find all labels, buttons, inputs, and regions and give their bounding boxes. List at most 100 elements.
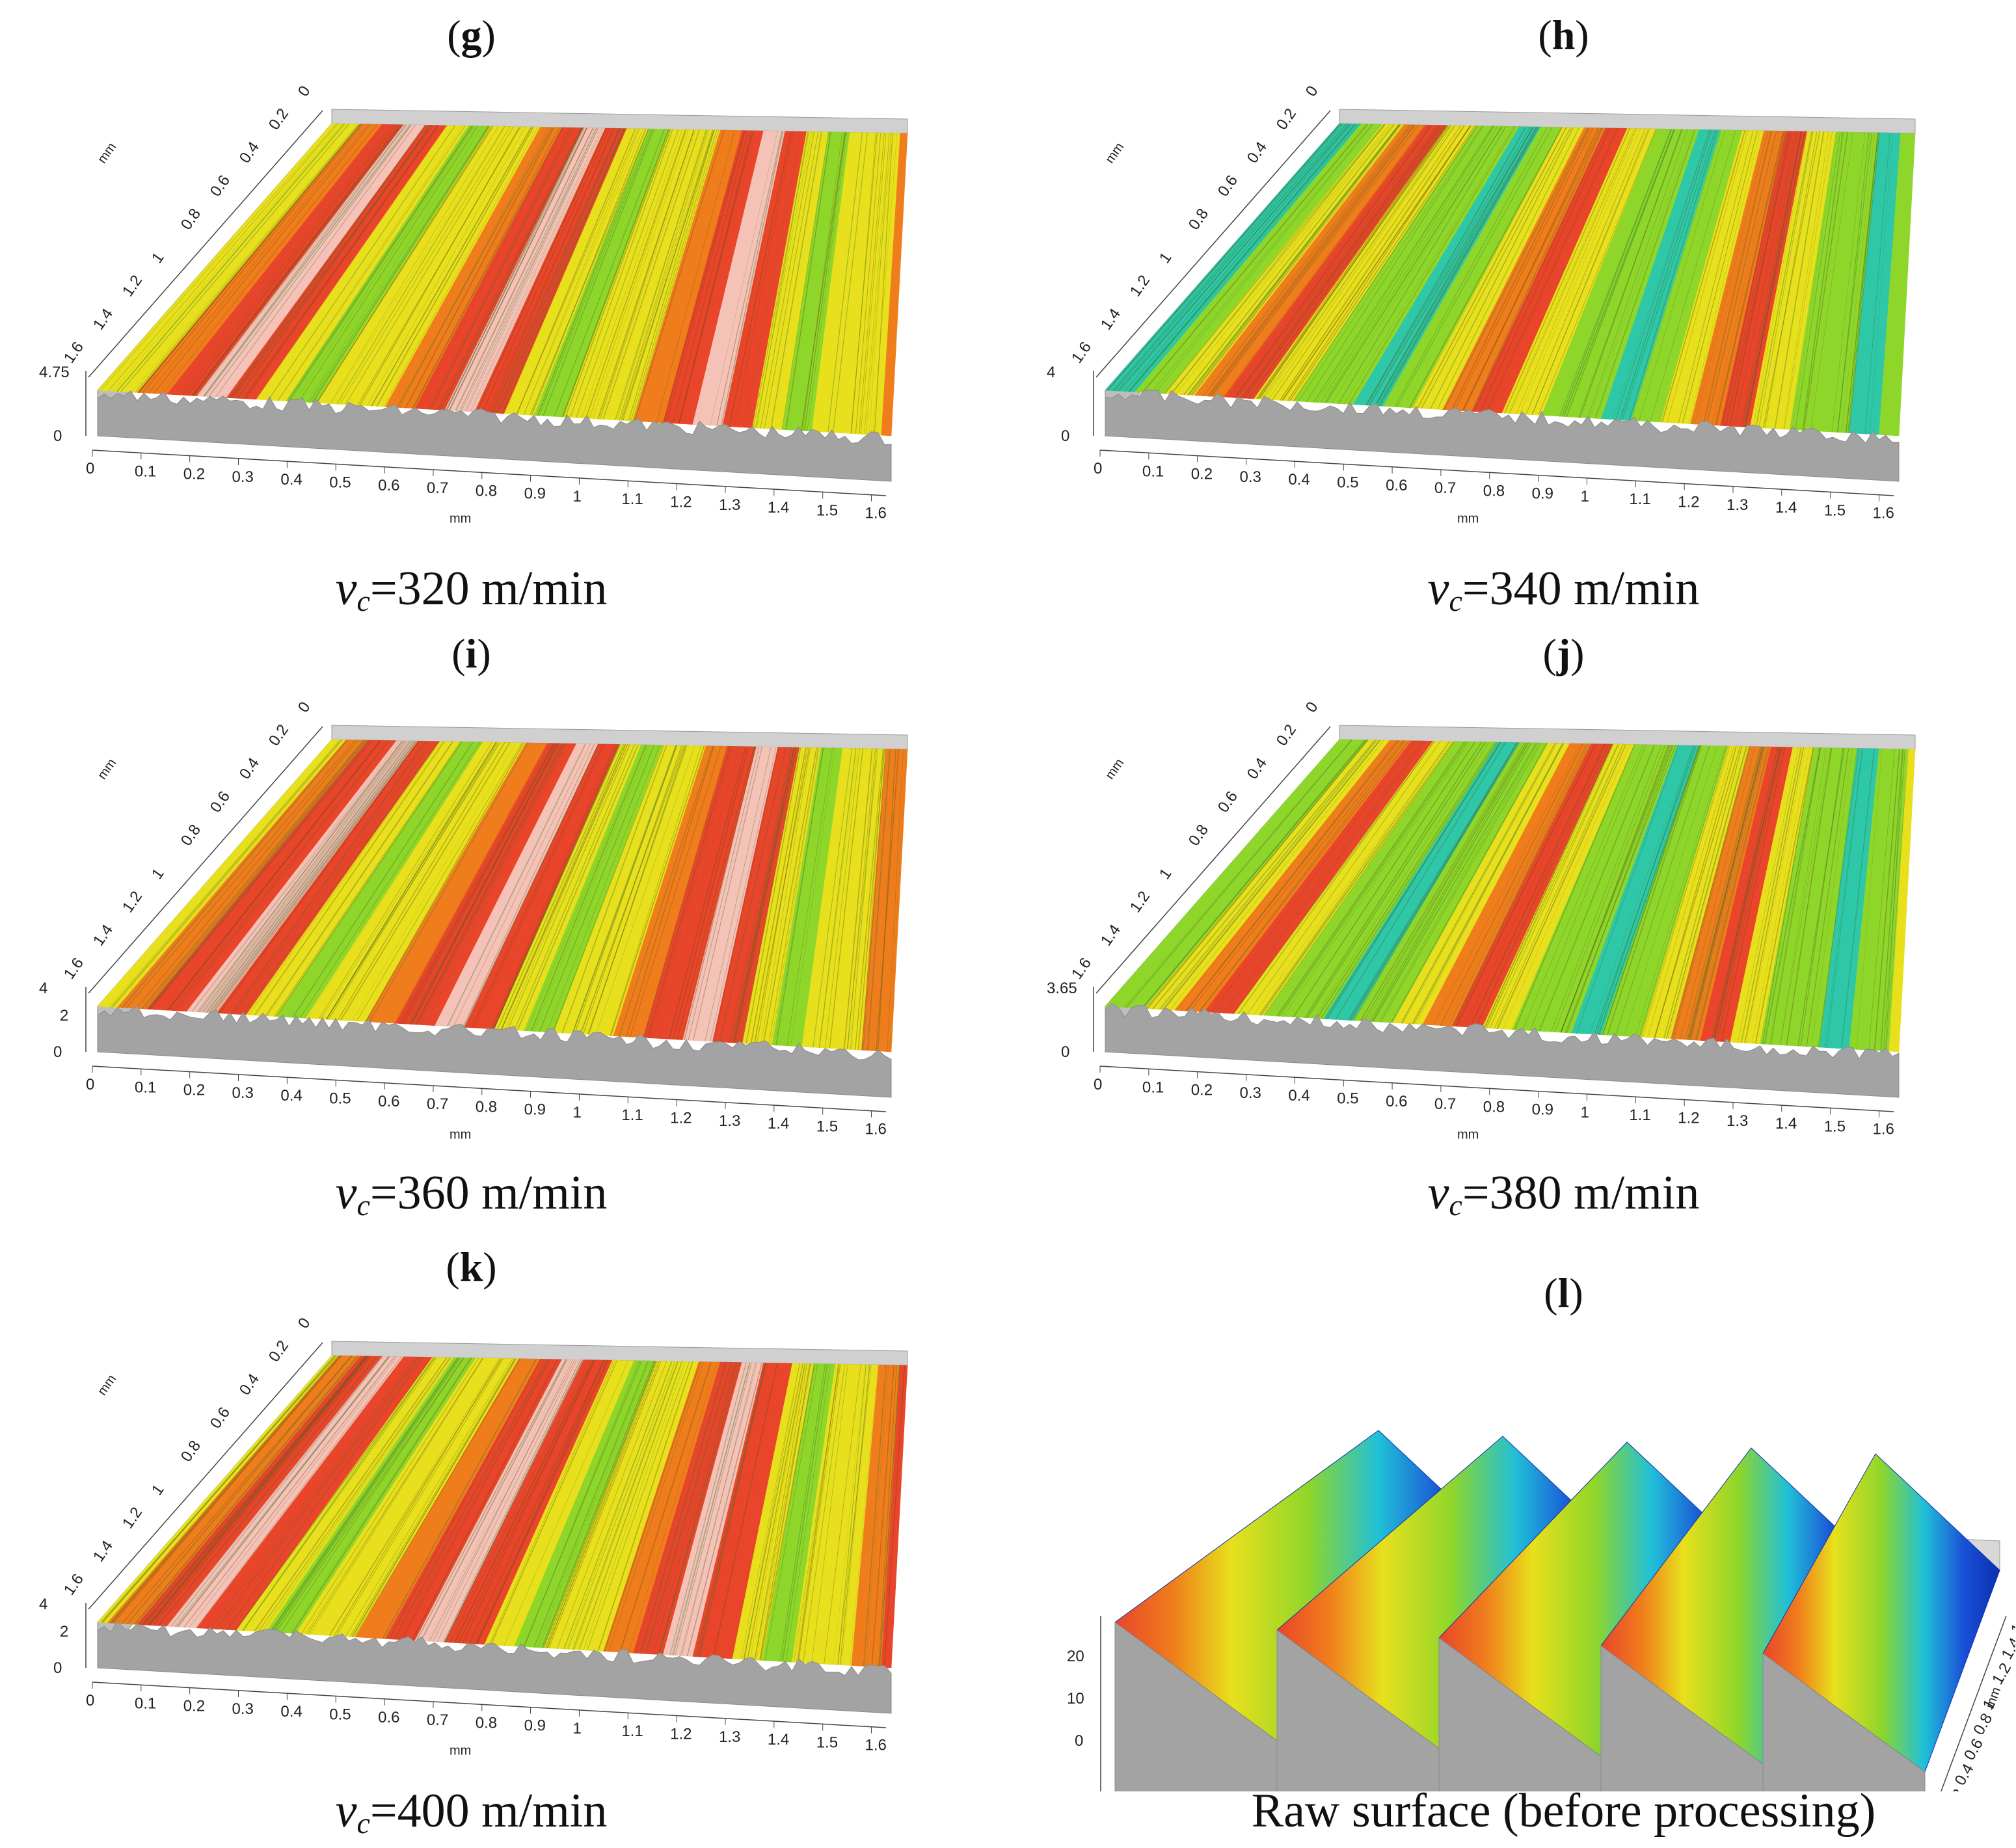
y-tick-label: 0	[1302, 83, 1322, 100]
x-tick-label: 1.1	[621, 1722, 643, 1740]
x-tick-label: 0	[86, 1692, 94, 1709]
x-tick-label: 0.4	[280, 471, 302, 489]
x-tick-label: 0.7	[427, 1711, 448, 1729]
x-tick-label: 0.8	[1483, 482, 1505, 500]
x-tick-label: 0.2	[183, 466, 205, 483]
z-tick-label: 4	[1047, 364, 1055, 381]
x-tick-label: 0.8	[1483, 1098, 1505, 1116]
x-tick-label: 0.5	[1337, 1090, 1358, 1107]
surface-texture	[97, 1355, 908, 1668]
surface-texture	[97, 739, 908, 1052]
x-tick-label: 1.2	[1678, 1110, 1699, 1127]
x-tick-label: 1.6	[1873, 1121, 1894, 1138]
y-tick-label: 0.4	[1952, 1761, 1978, 1788]
x-tick-label: 0.4	[1288, 471, 1310, 489]
panel-label: (i)	[451, 630, 491, 676]
y-tick-label: 0.2	[265, 1337, 292, 1365]
x-axis: 0 0.1 0.2 0.3 0.4 0.5 0.6 0.7 0.8 0.9 1 1.1 1.2 1.3 1.…	[86, 449, 887, 522]
x-tick-label: 1.4	[1775, 499, 1797, 516]
x-tick-label: 1.4	[768, 1115, 789, 1132]
x-tick-label: 1.1	[621, 490, 643, 508]
y-tick-label: 0.6	[207, 788, 234, 816]
x-axis: 0 0.1 0.2 0.3 0.4 0.5 0.6 0.7 0.8 0.9 1 1.1 1.2 1.3 1.…	[1094, 449, 1894, 522]
z-tick-label: 0	[1075, 1732, 1083, 1750]
panel-caption: vc=400 m/min	[335, 1784, 608, 1840]
x-tick-label: 1.2	[670, 1726, 692, 1743]
y-tick-label: 1.2	[1127, 272, 1153, 300]
y-tick-label: 1.4	[1998, 1635, 2015, 1662]
y-tick-label: 1.2	[1989, 1660, 2015, 1687]
x-tick-label: 0.3	[1240, 468, 1261, 486]
y-axis-title: mm	[95, 140, 119, 166]
z-tick-label: 10	[1067, 1690, 1084, 1707]
x-tick-label: 0.7	[427, 479, 448, 497]
y-axis-title: mm	[1103, 140, 1127, 166]
x-tick-label: 0.8	[476, 482, 497, 500]
x-tick-label: 0.1	[1142, 462, 1164, 480]
x-axis-title: mm	[1457, 512, 1479, 526]
x-tick-label: 1.2	[670, 494, 692, 511]
x-axis-title: mm	[450, 512, 471, 526]
surface-texture	[1105, 123, 1916, 436]
panel-label: (g)	[447, 12, 496, 58]
y-tick-label: 1.6	[1068, 955, 1095, 983]
z-tick-label: 0	[1061, 1043, 1069, 1061]
x-tick-label: 0.4	[1288, 1087, 1310, 1105]
panel-h: (h) 0 4 0 0.1 0.2 0.3 0.4 0.5 0.6 0.7 0.8 0.9 1 1.1 1.…	[1008, 0, 2015, 616]
y-tick-label: 1.2	[119, 272, 146, 300]
z-tick-label: 0	[53, 1043, 62, 1061]
x-tick-label: 1.3	[719, 1728, 740, 1746]
front-wall	[97, 390, 892, 482]
x-tick-label: 0.1	[135, 1694, 156, 1712]
x-tick-label: 0.1	[135, 462, 156, 480]
x-tick-label: 0.3	[232, 468, 254, 486]
panel-l: (l) 2010000.10.20.30.40.50.60.70.80.911.…	[1008, 1232, 2015, 1848]
y-tick-label: 0	[295, 699, 314, 716]
y-tick-label: 0	[1302, 699, 1322, 716]
y-tick-label: 0	[295, 83, 314, 100]
surface-plot: 0 4.75 0 0.1 0.2 0.3 0.4 0.5 0.6 0.7 0.8 0.9 1 1.1 1.2…	[39, 83, 908, 526]
y-axis-title: mm	[1983, 1685, 2004, 1711]
y-tick-label: 1.6	[2008, 1610, 2015, 1637]
x-tick-label: 0.8	[476, 1098, 497, 1116]
y-tick-label: 0	[295, 1315, 314, 1332]
x-tick-label: 1	[572, 488, 581, 505]
x-tick-label: 1.4	[768, 1731, 789, 1748]
x-tick-label: 0.9	[524, 1101, 546, 1119]
x-axis-title: mm	[450, 1128, 471, 1142]
x-tick-label: 1.3	[1727, 496, 1748, 514]
x-tick-label: 1.5	[816, 502, 838, 519]
x-tick-label: 1.4	[768, 499, 789, 516]
x-tick-label: 0.9	[1532, 1101, 1553, 1119]
y-tick-label: 0.4	[1244, 755, 1270, 783]
x-tick-label: 0.2	[1191, 466, 1213, 483]
x-tick-label: 1.3	[1727, 1112, 1748, 1130]
y-tick-label: 0.6	[1215, 788, 1241, 816]
z-tick-label: 0	[1061, 427, 1069, 445]
x-tick-label: 0.6	[378, 1093, 399, 1110]
x-tick-label: 1.5	[816, 1118, 838, 1135]
x-tick-label: 0.6	[1386, 1093, 1407, 1110]
z-tick-label: 4.75	[39, 364, 70, 381]
x-tick-label: 0.3	[1240, 1084, 1261, 1102]
z-tick-label: 2	[60, 1623, 68, 1640]
x-tick-label: 0.9	[524, 1717, 546, 1735]
x-axis: 0 0.1 0.2 0.3 0.4 0.5 0.6 0.7 0.8 0.9 1 1.1 1.2 1.3 1.…	[86, 1065, 887, 1138]
x-tick-label: 0.2	[183, 1082, 205, 1099]
y-tick-label: 0.4	[236, 1371, 263, 1399]
x-tick-label: 1.2	[670, 1110, 692, 1127]
y-axis-title: mm	[95, 1372, 119, 1398]
front-wall	[1105, 390, 1900, 482]
panel-label: (k)	[446, 1244, 497, 1290]
x-tick-label: 0.1	[1142, 1078, 1164, 1096]
x-tick-label: 1.6	[865, 1737, 887, 1754]
x-tick-label: 1	[572, 1720, 581, 1737]
panel-g: (g) 0 4.75 0 0.1 0.2 0.3 0.4 0.5 0.6 0.7 0.8 0.9 1 1.…	[0, 0, 1008, 616]
y-tick-label: 1.6	[60, 339, 87, 367]
panel-i: (i) 0 4 2 0 0.1 0.2 0.3 0.4 0.5 0.6 0.7 0.8 0.9 1 1.1 1…	[0, 616, 1008, 1232]
y-tick-label: 1.2	[1127, 888, 1153, 916]
x-tick-label: 0.5	[329, 1090, 351, 1107]
x-tick-label: 0.7	[427, 1095, 448, 1113]
